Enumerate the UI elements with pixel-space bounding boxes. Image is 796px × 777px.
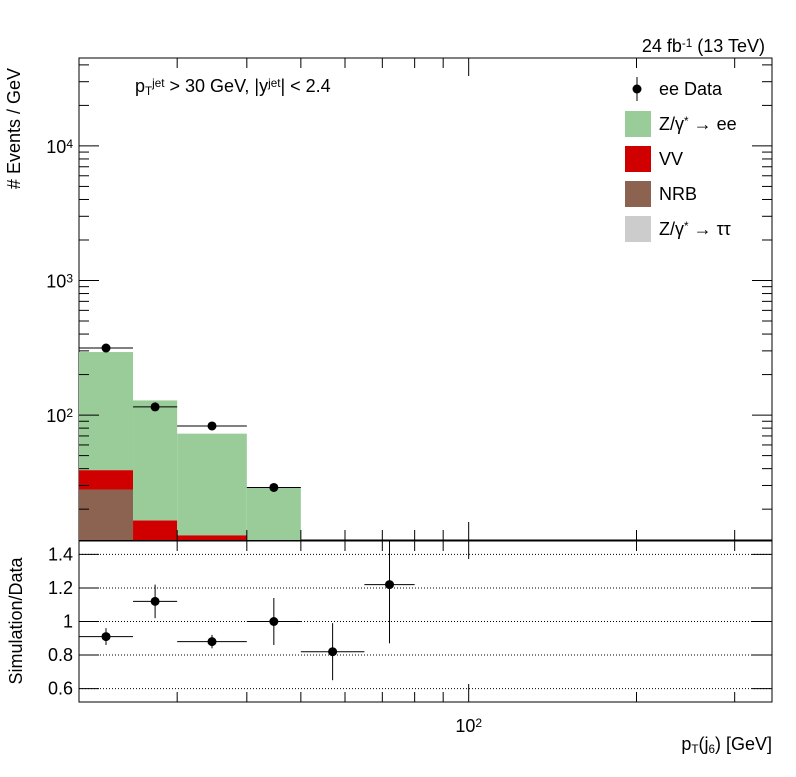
data-point (150, 596, 160, 606)
data-point (269, 482, 279, 492)
text-part: (j (698, 734, 708, 754)
y-tick-label: 103 (46, 271, 73, 291)
y-axis-title: # Events / GeV (4, 68, 24, 189)
tick-base: 10 (46, 137, 66, 157)
text-part: jet (151, 77, 165, 90)
legend-label: ee Data (659, 79, 723, 99)
legend-label: VV (659, 149, 683, 169)
legend-swatch (625, 146, 651, 172)
tick-exponent: 2 (66, 406, 73, 420)
histogram-bar (133, 520, 178, 540)
data-point (328, 647, 338, 657)
bottom-plot (79, 541, 772, 690)
x-axis-title: pT(j6) [GeV] (681, 734, 772, 756)
tick-exponent: 4 (66, 137, 73, 151)
y-axis-title: Simulation/Data (6, 556, 26, 684)
legend-swatch (625, 181, 651, 207)
data-point (101, 343, 111, 353)
histogram-bar (79, 470, 134, 490)
y-tick-label: 1.2 (48, 578, 73, 598)
bottom-frame (78, 540, 773, 703)
text-part: VV (659, 149, 683, 169)
text-part: 6 (708, 743, 715, 756)
data-point (385, 580, 395, 590)
legend-label: Z/γ* → ee (659, 114, 737, 134)
top-frame (78, 57, 773, 541)
text-part: ) [GeV] (715, 734, 772, 754)
y-tick-label: 0.6 (48, 679, 73, 699)
tick-base: 10 (455, 716, 475, 736)
legend-swatch (625, 111, 651, 137)
text-part: p (681, 734, 691, 754)
text-part: * (684, 220, 689, 233)
annotation: pTjet > 30 GeV, |yjet| < 2.4 (135, 76, 331, 98)
histogram-bar (246, 487, 301, 540)
y-tick-label: 0.8 (48, 645, 73, 665)
histogram-bar (177, 535, 247, 540)
legend-marker (632, 84, 642, 94)
histogram-bar (133, 400, 178, 521)
data-point (101, 632, 111, 642)
tick-exponent: 2 (475, 716, 482, 730)
text-part: → ττ (689, 219, 731, 239)
y-tick-label: 1.4 (48, 544, 73, 564)
text-part: p (135, 76, 145, 96)
histogram-bar (177, 550, 247, 644)
axes: 24 fb-1 (13 TeV)pTjet > 30 GeV, |yjet| <… (4, 36, 772, 756)
text-part: Z/γ (659, 219, 684, 239)
legend-label: Z/γ* → ττ (659, 219, 731, 239)
text-part: Z/γ (659, 114, 684, 134)
data-point (207, 421, 217, 431)
legend-swatch (625, 216, 651, 242)
tick-base: 10 (46, 272, 66, 292)
y-tick-label: 1 (63, 612, 73, 632)
text-part: Simulation/Data (6, 556, 26, 684)
histogram-bar (79, 489, 134, 540)
text-part: (13 TeV) (692, 36, 765, 56)
text-part: NRB (659, 184, 697, 204)
data-point (328, 558, 337, 567)
text-part: ee Data (659, 79, 723, 99)
histogram-bar (301, 684, 365, 754)
histogram-bar (79, 352, 134, 471)
y-tick-label: 104 (46, 137, 73, 157)
text-part: # Events / GeV (4, 68, 24, 189)
text-part: T (691, 743, 698, 756)
text-part: > 30 GeV, |y (165, 76, 269, 96)
text-part: -1 (682, 37, 692, 50)
data-point (207, 637, 217, 647)
data-point (150, 402, 160, 412)
y-tick-label: 102 (46, 406, 73, 426)
top-plot (79, 343, 414, 772)
text-part: T (145, 85, 152, 98)
text-part: 24 fb (642, 36, 682, 56)
x-tick-label: 102 (455, 716, 482, 736)
tick-exponent: 3 (66, 271, 73, 285)
text-part: → ee (689, 114, 737, 134)
tick-base: 10 (46, 406, 66, 426)
histogram-bar (364, 725, 414, 772)
text-part: | < 2.4 (280, 76, 330, 96)
data-point (269, 617, 279, 626)
histogram-bar (177, 433, 247, 536)
lumi-label: 24 fb-1 (13 TeV) (642, 36, 765, 56)
legend-label: NRB (659, 184, 697, 204)
text-part: * (684, 115, 689, 128)
text-part: jet (267, 77, 281, 90)
